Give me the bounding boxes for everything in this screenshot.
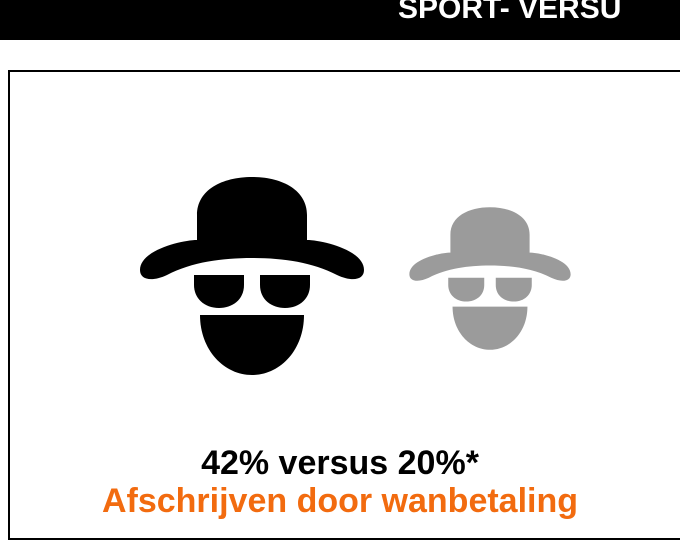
spy-icon-grey [409, 207, 571, 350]
header-title: SPORT- VERSU [398, 0, 622, 25]
subtitle: Afschrijven door wanbetaling [101, 482, 579, 520]
header-bar: SPORT- VERSU [0, 0, 680, 40]
spy-icon-black [140, 177, 364, 375]
headline: 42% versus 20%* [201, 444, 479, 482]
icons [140, 177, 571, 375]
